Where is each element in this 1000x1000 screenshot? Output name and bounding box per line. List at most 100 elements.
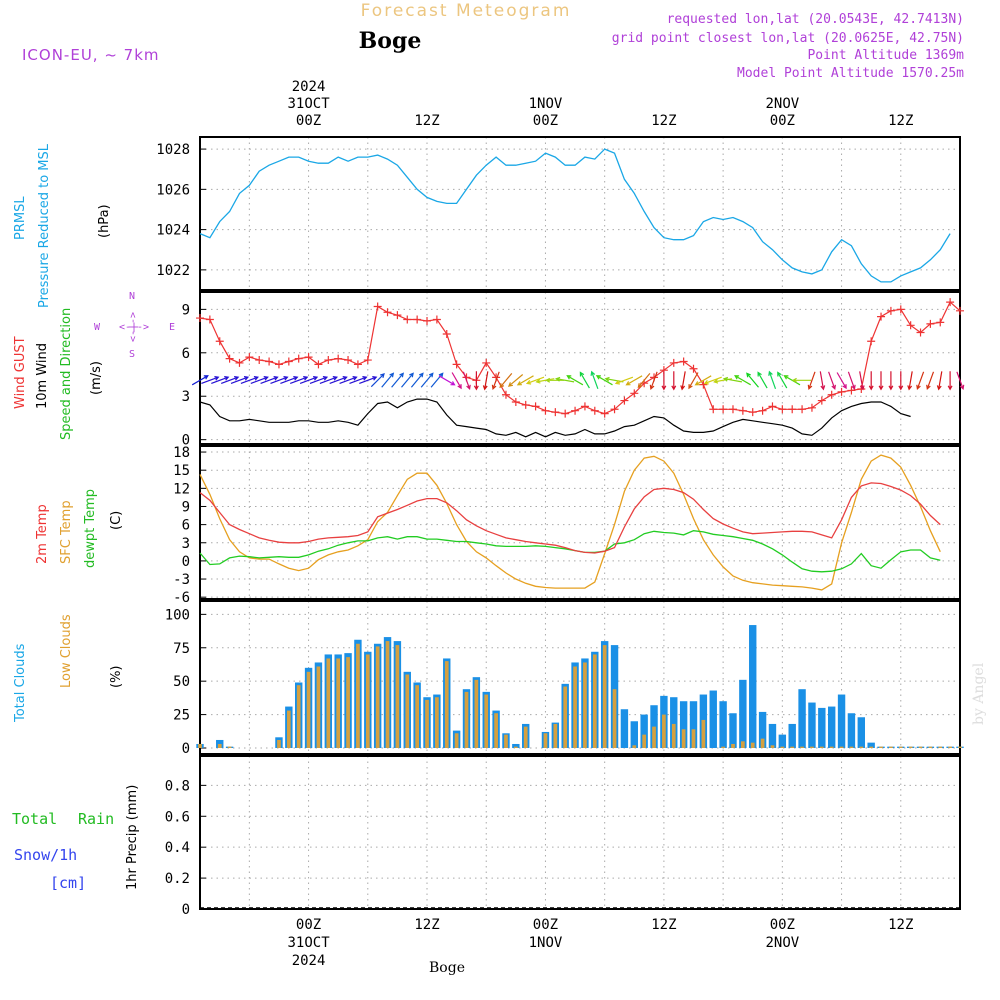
wind-direction-arrow (907, 371, 913, 391)
wind-gust-marker (521, 400, 530, 409)
bottom-axis-label: 12Z (414, 917, 439, 933)
wind-gust-marker (847, 386, 856, 395)
precip-snow-label: Snow/1h (14, 846, 77, 864)
wind-direction-arrow (230, 376, 250, 384)
wind-direction-arrow (916, 371, 925, 390)
temp-ytick-label: 6 (182, 518, 190, 534)
total-cloud-bar (620, 709, 629, 748)
point-altitude: Point Altitude 1369m (807, 48, 964, 63)
bottom-axis-label: 2NOV (765, 935, 799, 951)
low-cloud-bar (869, 746, 874, 748)
t2m-line (199, 482, 941, 554)
low-cloud-bar (681, 729, 686, 748)
low-cloud-bar (464, 691, 469, 748)
top-axis-label: 12Z (414, 113, 439, 129)
precip-snow-unit-label: [cm] (50, 874, 86, 892)
wind-gust-marker (571, 406, 580, 415)
total-cloud-bar (640, 714, 648, 748)
wind-ytick-label: 3 (182, 389, 190, 405)
wind-gust-marker (393, 311, 402, 320)
wind-gust-marker (946, 298, 955, 307)
wind-direction-arrow (956, 371, 965, 390)
wind-direction-arrow (401, 372, 414, 388)
wind-ytick-label: 6 (182, 346, 190, 362)
wind-gust-marker (768, 402, 777, 411)
low-cloud-bar (454, 733, 459, 748)
total-cloud-bar (788, 723, 796, 748)
low-cloud-bar (336, 658, 341, 748)
low-cloud-bar (612, 689, 617, 748)
precip-panel: 0 0.2 0.4 0.6 0.8 (165, 755, 961, 918)
wind-gust-marker (580, 402, 589, 411)
pressure-ytick-label: 1026 (156, 182, 190, 198)
total-cloud-bar (837, 694, 846, 748)
low-cloud-bar (642, 734, 647, 748)
wind-gust-marker (304, 353, 313, 362)
wind-gust-marker (334, 354, 343, 363)
wind-gust-marker (669, 358, 678, 367)
wind-direction-arrow (898, 371, 904, 391)
wind-gust-marker (738, 406, 747, 415)
wind-gust-marker (265, 357, 274, 366)
temp-ytick-label: -3 (173, 572, 190, 588)
wind-gust-marker (719, 405, 728, 414)
low-cloud-bar (829, 746, 834, 748)
wind-direction-arrow (637, 373, 651, 389)
wind-direction-arrow (847, 371, 856, 390)
wind-direction-arrow (694, 375, 712, 386)
wind-direction-arrow (420, 372, 434, 388)
low-cloud-bar (721, 746, 725, 748)
low-cloud-bar (889, 746, 893, 748)
wind-direction-arrow (250, 376, 269, 384)
wind-direction-arrow (410, 372, 424, 388)
low-cloud-bar (286, 710, 291, 748)
wind-direction-arrow (768, 370, 777, 390)
total-cloud-bar (709, 690, 717, 748)
low-cloud-bar (474, 679, 479, 748)
wind-gust-marker (748, 408, 757, 417)
wind-direction-arrow (491, 371, 500, 390)
low-cloud-bar (701, 719, 706, 748)
wind-direction-arrow (888, 371, 894, 391)
wind-gust-marker (245, 353, 254, 362)
wind-gust-marker (274, 360, 283, 369)
temp-ytick-label: 0 (182, 554, 190, 570)
wind-gust-marker (630, 389, 639, 398)
bottom-axis-label: 31OCT (287, 935, 330, 951)
wind-direction-arrow (625, 375, 643, 386)
total-cloud-bar (798, 689, 806, 748)
temp-dewpt-label: dewpt Temp (83, 489, 98, 568)
wind-gust-marker (590, 406, 599, 415)
footer-location: Boge (429, 960, 465, 976)
wind-direction-arrow (451, 372, 462, 390)
wind-direction-arrow (370, 372, 385, 388)
low-cloud-bar (513, 746, 518, 748)
low-cloud-bar (750, 742, 755, 748)
pressure-ytick-label: 1022 (156, 263, 190, 279)
wind-direction-arrow (516, 375, 534, 386)
wind-ytick-label: 0 (182, 433, 190, 449)
total-cloud-bar (749, 625, 757, 748)
low-cloud-bar (958, 746, 962, 748)
sfc-temp-line (199, 454, 941, 591)
bottom-axis-label: 1NOV (529, 935, 563, 951)
wind-gust-marker (600, 409, 609, 418)
wind-gust-marker (255, 356, 264, 365)
top-axis-label: 1NOV (529, 96, 563, 112)
pressure-line (199, 148, 951, 283)
temp-2m-label: 2m Temp (35, 504, 50, 564)
total-cloud-bar (650, 705, 658, 748)
wind-direction-arrow (240, 376, 259, 384)
clouds-ytick-label: 25 (173, 708, 190, 724)
wind-direction-arrow (438, 375, 456, 386)
wind-direction-arrow (579, 371, 590, 389)
total-cloud-bar (630, 721, 638, 748)
wind-gust-marker (482, 358, 491, 367)
wind-direction-arrow (191, 375, 209, 386)
wind-gust-marker (383, 308, 392, 317)
wind-gust-marker (225, 354, 234, 363)
wind-direction-arrow (777, 371, 788, 389)
bottom-axis-label: 12Z (888, 917, 913, 933)
low-cloud-bar (425, 699, 429, 748)
